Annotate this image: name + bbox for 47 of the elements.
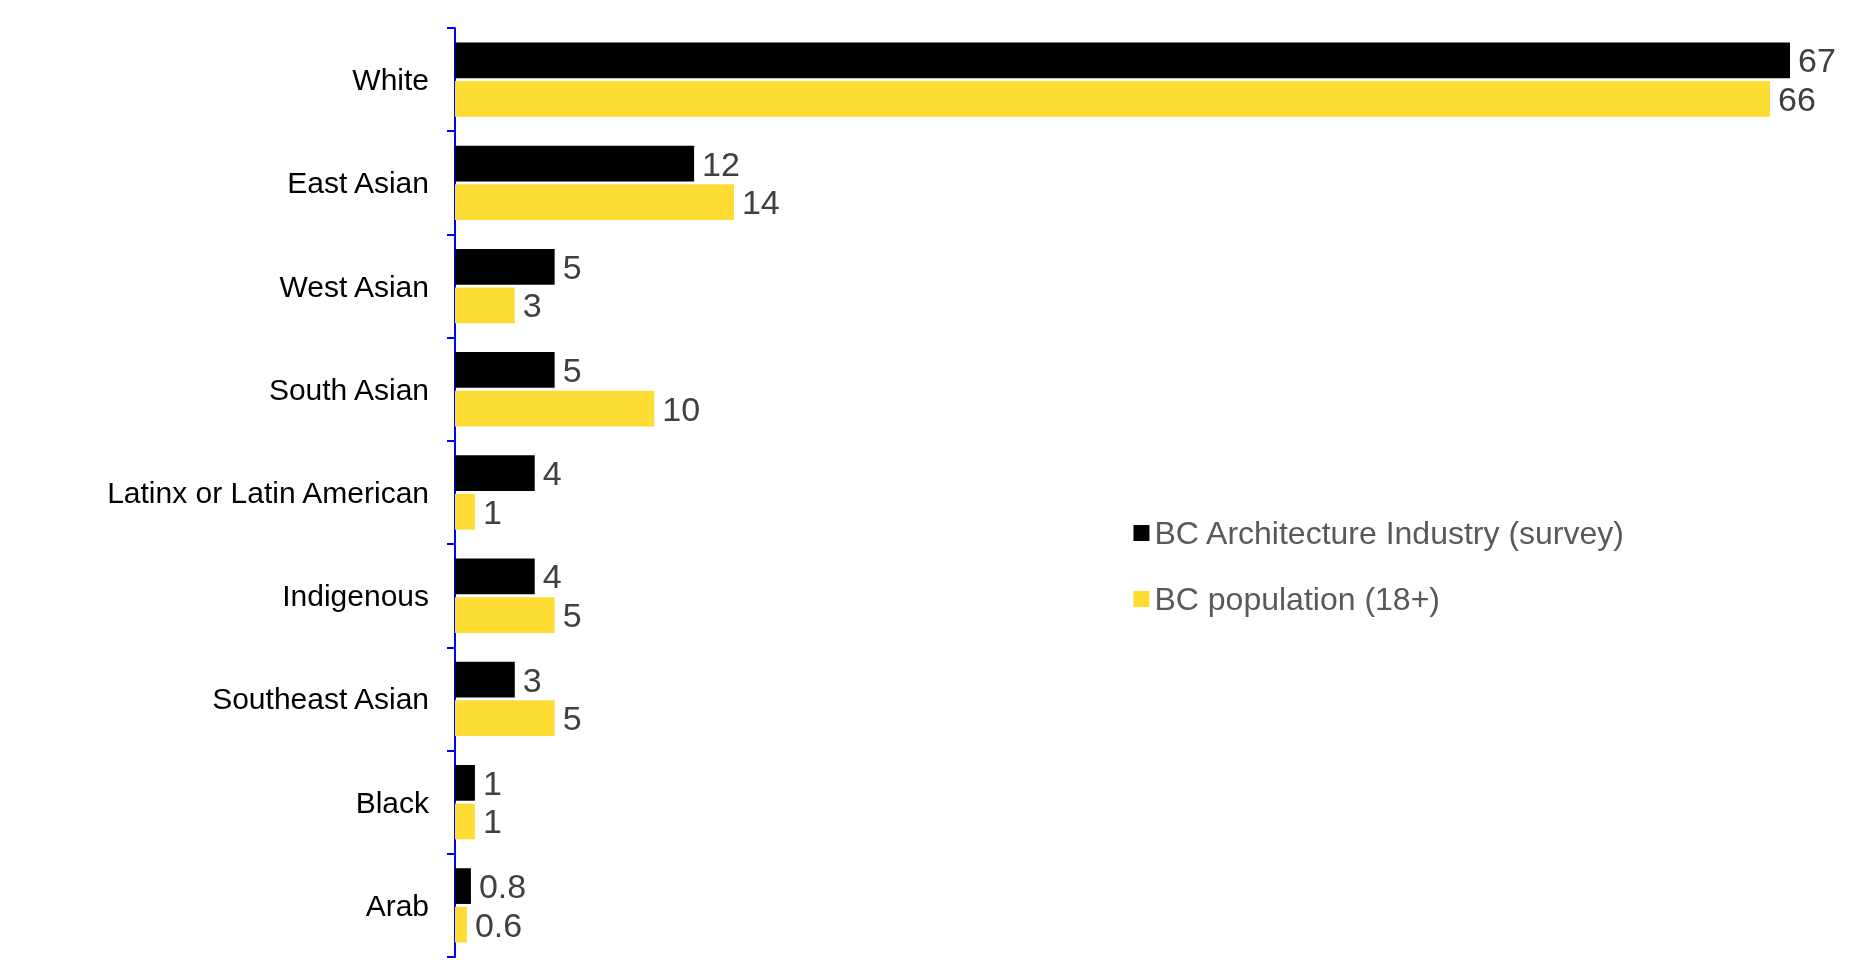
data-label: 5 <box>562 350 582 389</box>
data-label: 3 <box>522 286 542 325</box>
data-label: 1 <box>482 802 502 841</box>
y-tick-label: Southeast Asian <box>212 682 429 716</box>
y-tick-label: White <box>352 63 429 97</box>
bar <box>455 455 535 492</box>
data-label: 5 <box>562 247 582 286</box>
bar <box>455 700 555 737</box>
y-tick-label: East Asian <box>287 166 429 200</box>
bar <box>455 765 475 801</box>
data-label: 4 <box>542 454 562 493</box>
data-label: 1 <box>482 492 502 531</box>
data-label: 4 <box>542 557 562 596</box>
data-label: 5 <box>562 699 582 738</box>
y-tick-label: Arab <box>365 888 429 922</box>
bar <box>455 390 655 427</box>
bar <box>455 493 475 530</box>
bar <box>455 906 467 943</box>
data-label: 3 <box>522 660 542 699</box>
data-label: 5 <box>562 596 582 635</box>
bar <box>455 81 1771 117</box>
data-label: 67 <box>1798 41 1836 80</box>
data-label: 0.6 <box>474 905 523 944</box>
data-label: 0.8 <box>478 867 527 906</box>
y-tick-label: Latinx or Latin American <box>107 476 429 509</box>
bar <box>455 184 734 220</box>
y-tick-label: Black <box>355 785 430 819</box>
y-tick-label: Indigenous <box>282 579 429 613</box>
y-tick-label: West Asian <box>279 269 429 303</box>
bar <box>455 661 515 698</box>
bar <box>455 352 555 388</box>
data-label: 12 <box>702 144 740 183</box>
legend-label: BC Architecture Industry (survey) <box>1154 515 1624 552</box>
y-tick-label: South Asian <box>268 372 429 406</box>
legend-label: BC population (18+) <box>1154 581 1440 618</box>
data-label: 10 <box>662 389 701 428</box>
data-label: 14 <box>741 183 780 222</box>
bar <box>455 803 475 840</box>
data-label: 66 <box>1778 79 1816 118</box>
bar <box>455 287 515 324</box>
bar <box>455 597 555 633</box>
bar <box>455 42 1790 79</box>
bar <box>455 248 555 285</box>
data-label: 1 <box>482 763 502 802</box>
bar <box>455 868 471 904</box>
bar <box>455 558 535 595</box>
bar <box>455 145 695 182</box>
